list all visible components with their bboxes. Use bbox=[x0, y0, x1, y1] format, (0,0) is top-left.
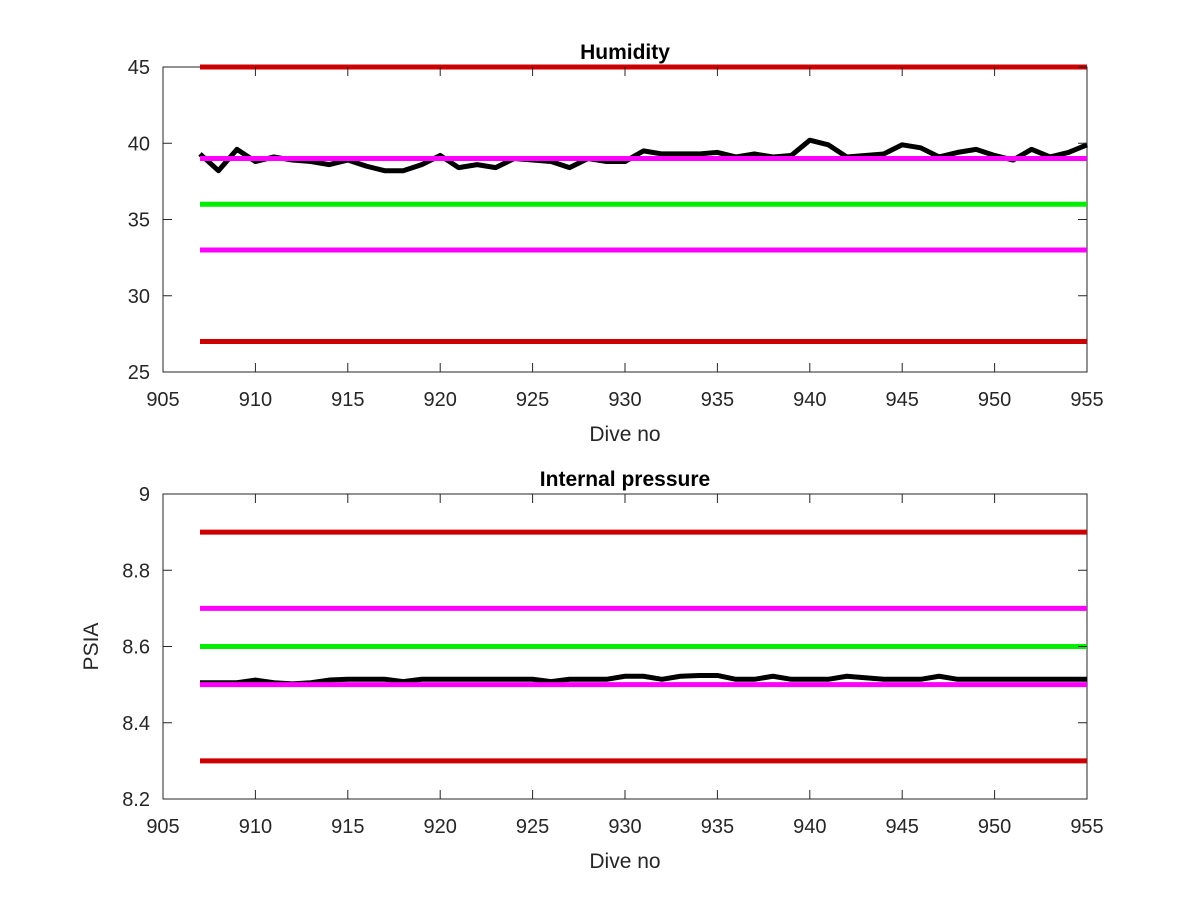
internal-pressure-x-tick-label: 955 bbox=[1070, 816, 1103, 838]
humidity-x-axis-label: Dive no bbox=[589, 423, 660, 446]
internal-pressure-y-tick-label: 8.4 bbox=[122, 713, 150, 735]
internal-pressure-x-tick-label: 920 bbox=[424, 816, 457, 838]
humidity-x-tick-label: 905 bbox=[146, 389, 179, 411]
humidity-x-tick-label: 955 bbox=[1070, 389, 1103, 411]
humidity-x-tick-label: 930 bbox=[608, 389, 641, 411]
internal-pressure-chart: 905 910 915 920 925 930 935 940 945 950 955 8.2 8.4 8… bbox=[80, 468, 1104, 873]
internal-pressure-x-tick-label: 925 bbox=[516, 816, 549, 838]
humidity-y-tick-label: 30 bbox=[128, 286, 150, 308]
humidity-x-tick-label: 945 bbox=[886, 389, 919, 411]
internal-pressure-x-tick-label: 905 bbox=[146, 816, 179, 838]
humidity-y-tick-label: 25 bbox=[128, 362, 150, 384]
humidity-y-tick-label: 35 bbox=[128, 210, 150, 232]
internal-pressure-title: Internal pressure bbox=[540, 468, 710, 491]
humidity-x-tick-label: 915 bbox=[331, 389, 364, 411]
humidity-x-tick-label: 935 bbox=[701, 389, 734, 411]
humidity-title: Humidity bbox=[580, 41, 670, 64]
humidity-chart: 905 910 915 920 925 930 935 940 945 950 955 25 30 35 4… bbox=[128, 41, 1104, 446]
internal-pressure-x-tick-label: 915 bbox=[331, 816, 364, 838]
internal-pressure-x-tick-label: 940 bbox=[793, 816, 826, 838]
internal-pressure-y-axis-label: PSIA bbox=[80, 623, 103, 671]
internal-pressure-x-tick-label: 935 bbox=[701, 816, 734, 838]
humidity-x-tick-label: 940 bbox=[793, 389, 826, 411]
internal-pressure-y-tick-label: 8.6 bbox=[122, 637, 150, 659]
internal-pressure-x-tick-label: 945 bbox=[886, 816, 919, 838]
internal-pressure-series-line-0 bbox=[199, 672, 1087, 687]
internal-pressure-x-tick-label: 910 bbox=[239, 816, 272, 838]
humidity-y-tick-label: 40 bbox=[128, 133, 150, 155]
internal-pressure-y-tick-label: 8.2 bbox=[122, 789, 150, 811]
internal-pressure-y-tick-label: 8.8 bbox=[122, 560, 150, 582]
humidity-y-tick-label: 45 bbox=[128, 57, 150, 79]
internal-pressure-x-tick-label: 930 bbox=[608, 816, 641, 838]
humidity-x-tick-label: 910 bbox=[239, 389, 272, 411]
internal-pressure-y-tick-label: 9 bbox=[139, 484, 150, 506]
humidity-plot-area bbox=[162, 66, 1088, 373]
internal-pressure-x-tick-label: 950 bbox=[978, 816, 1011, 838]
humidity-x-tick-label: 920 bbox=[424, 389, 457, 411]
humidity-x-tick-label: 950 bbox=[978, 389, 1011, 411]
humidity-x-tick-label: 925 bbox=[516, 389, 549, 411]
internal-pressure-x-axis-label: Dive no bbox=[589, 850, 660, 873]
